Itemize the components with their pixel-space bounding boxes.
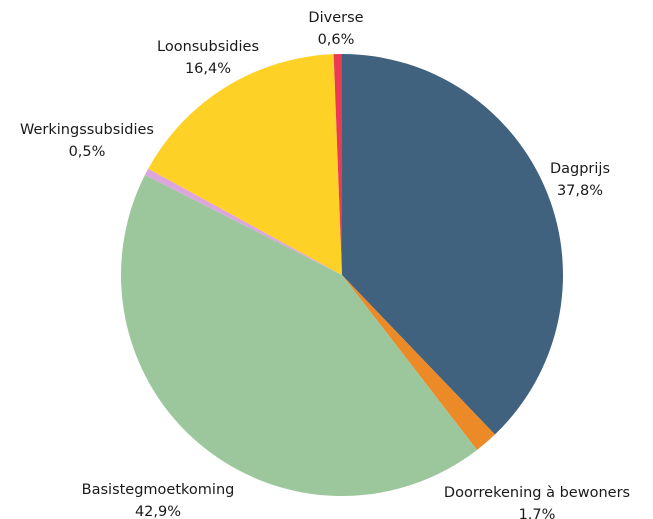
pie-slice-loonsubsidies xyxy=(148,54,342,275)
label-doorrekening-value: 1.7% xyxy=(519,507,556,519)
pie-slices xyxy=(120,54,563,497)
pie-slice-basistegmoetkoming xyxy=(120,174,478,497)
label-dagprijs-value: 37,8% xyxy=(557,183,603,199)
pie-slice-werkingssubsidies xyxy=(144,168,342,275)
label-diverse-name: Diverse xyxy=(308,10,363,26)
label-loonsubsidies-name: Loonsubsidies xyxy=(157,39,259,55)
label-basistegmoetkoming-name: Basistegmoetkoming xyxy=(82,482,235,498)
pie-slice-dagprijs xyxy=(342,54,563,435)
label-werkingssubsidies-value: 0,5% xyxy=(69,144,106,160)
pie-slice-doorrekening-bewoners xyxy=(342,275,495,450)
label-diverse-value: 0,6% xyxy=(318,32,355,48)
label-doorrekening-name: Doorrekening à bewoners xyxy=(444,485,630,501)
pie-slice-diverse xyxy=(333,54,342,275)
label-loonsubsidies-value: 16,4% xyxy=(185,61,231,77)
label-werkingssubsidies-name: Werkingssubsidies xyxy=(20,122,154,138)
label-basistegmoetkoming-value: 42,9% xyxy=(135,504,181,519)
label-dagprijs-name: Dagprijs xyxy=(550,161,610,177)
